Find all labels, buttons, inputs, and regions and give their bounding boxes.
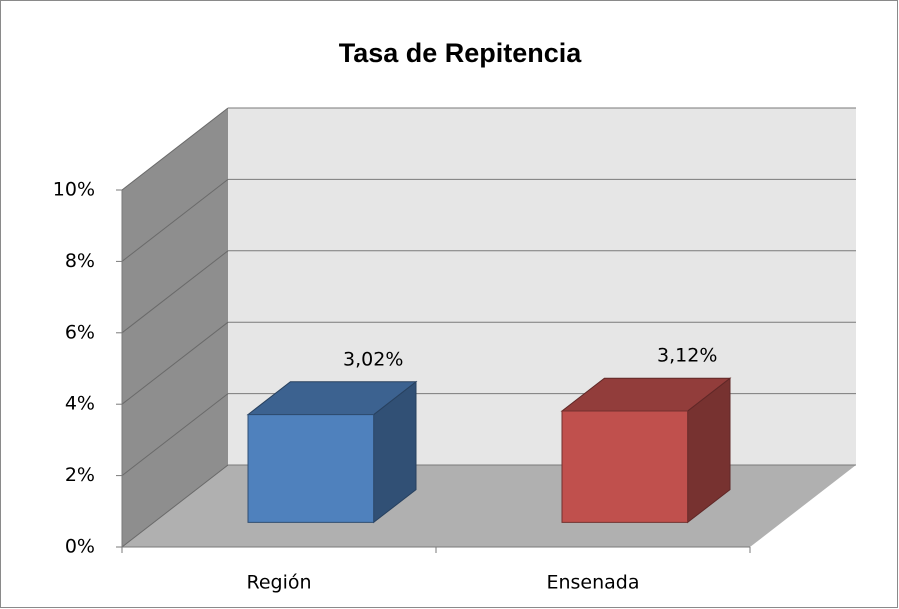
y-tick-label: 4% xyxy=(65,393,95,415)
chart-title: Tasa de Repitencia xyxy=(339,38,583,68)
grid-line xyxy=(121,321,229,405)
y-tick-label: 10% xyxy=(53,179,95,201)
grid-line xyxy=(121,250,229,334)
y-tick-label: 6% xyxy=(65,321,95,343)
back-wall xyxy=(228,108,856,465)
x-tick-label: Ensenada xyxy=(546,572,639,594)
y-tick-label: 2% xyxy=(65,464,95,486)
value-label: 3,02% xyxy=(343,348,403,370)
side-wall xyxy=(122,108,228,547)
y-tick-label: 8% xyxy=(65,250,95,272)
value-label: 3,12% xyxy=(657,345,717,367)
bar xyxy=(561,410,689,523)
grid-line xyxy=(121,464,229,548)
grid-line xyxy=(121,393,229,476)
floor xyxy=(122,465,856,547)
bar xyxy=(247,414,375,523)
x-tick-label: Región xyxy=(246,572,311,594)
grid-line xyxy=(121,107,229,191)
grid-line xyxy=(121,179,229,262)
y-tick-label: 0% xyxy=(65,536,95,558)
